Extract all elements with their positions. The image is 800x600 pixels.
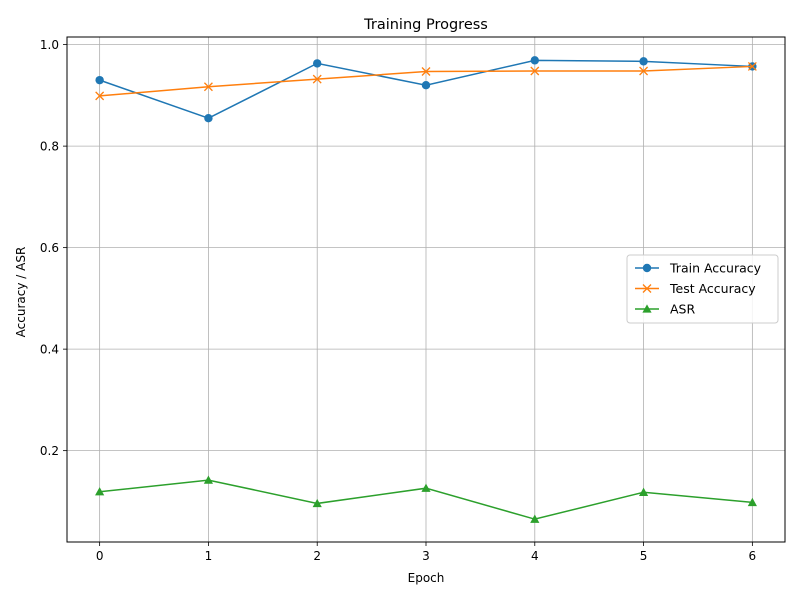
series-asr xyxy=(95,475,757,523)
data-point xyxy=(312,74,322,84)
legend-entry: Test Accuracy xyxy=(635,281,756,296)
y-tick-label: 0.4 xyxy=(40,343,59,357)
data-point xyxy=(95,75,104,85)
data-point xyxy=(530,66,540,76)
data-point xyxy=(638,487,649,496)
x-tick-label: 3 xyxy=(422,549,430,563)
data-point xyxy=(203,475,214,484)
y-tick-label: 1.0 xyxy=(40,38,59,52)
data-point xyxy=(313,59,322,68)
data-point xyxy=(421,81,431,90)
x-tick-label: 6 xyxy=(749,549,757,563)
y-axis-label: Accuracy / ASR xyxy=(14,247,28,338)
series-layer xyxy=(95,56,757,523)
data-point xyxy=(639,66,649,76)
data-point xyxy=(204,114,213,123)
data-point xyxy=(203,82,213,92)
y-tick-label: 0.8 xyxy=(40,140,59,154)
data-point xyxy=(530,56,539,65)
legend: Train Accuracy Test Accuracy ASR xyxy=(626,254,779,324)
y-tick-label: 0.6 xyxy=(40,241,59,255)
legend-label: ASR xyxy=(670,302,695,317)
data-point xyxy=(312,498,322,508)
data-point xyxy=(95,487,105,496)
series-test-accuracy xyxy=(95,61,757,101)
legend-entry: ASR xyxy=(635,302,695,317)
legend-entry: Train Accuracy xyxy=(635,261,762,276)
x-tick-label: 1 xyxy=(205,549,213,563)
data-point xyxy=(421,483,431,492)
data-point xyxy=(421,67,431,76)
data-point xyxy=(95,91,105,101)
legend-marker xyxy=(642,304,652,313)
x-tick-label: 5 xyxy=(640,549,648,563)
x-tick-label: 4 xyxy=(531,549,539,563)
data-point xyxy=(530,514,540,523)
data-point xyxy=(747,61,757,71)
ticks: 0 1 2 3 4 5 6 0.2 0.4 0.6 0.8 1.0 xyxy=(40,38,756,563)
legend-marker xyxy=(642,263,652,273)
chart-title: Training Progress xyxy=(363,17,488,33)
legend-marker xyxy=(642,284,652,293)
legend-box xyxy=(626,254,779,324)
data-point xyxy=(747,497,757,507)
legend-label: Test Accuracy xyxy=(669,281,756,296)
y-tick-label: 0.2 xyxy=(40,444,59,458)
legend-label: Train Accuracy xyxy=(669,261,762,276)
x-axis-label: Epoch xyxy=(408,571,445,585)
x-tick-label: 2 xyxy=(313,549,321,563)
x-tick-label: 0 xyxy=(96,549,104,563)
data-point xyxy=(639,57,648,66)
